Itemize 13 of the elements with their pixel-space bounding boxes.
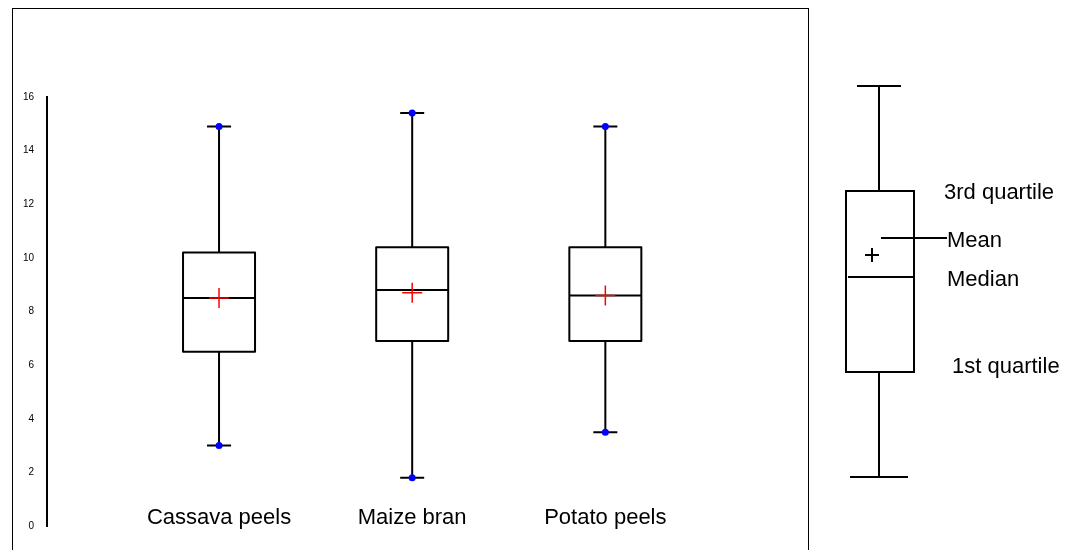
boxplot-key-diagram: 3rd quartile Mean Median 1st quartile	[820, 60, 1084, 490]
y-tick-label: 16	[23, 90, 35, 102]
x-tick-label: Potato peels	[544, 504, 667, 530]
x-tick-label: Maize bran	[357, 504, 467, 530]
y-tick-label: 6	[28, 358, 35, 370]
y-tick-label: 2	[28, 466, 35, 478]
x-tick-label: Cassava peels	[146, 504, 292, 530]
y-tick-label: 14	[23, 144, 35, 156]
y-tick-label: 4	[28, 412, 35, 424]
y-tick-label: 12	[23, 198, 35, 209]
y-tick-label: 0	[28, 519, 35, 531]
y-tick-label: 8	[28, 305, 35, 317]
y-tick-label: 10	[23, 251, 35, 263]
